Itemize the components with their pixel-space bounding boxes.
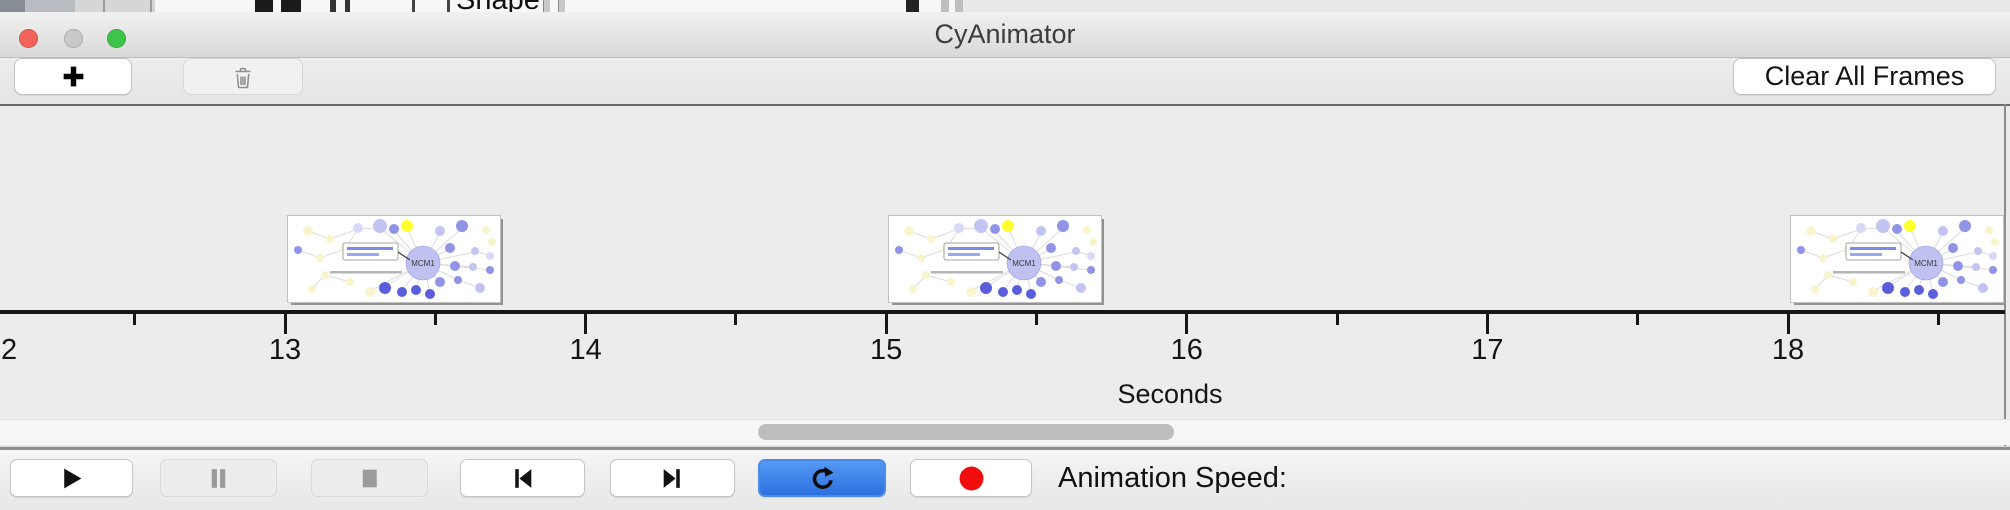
stop-button[interactable] [311,459,428,497]
frame-toolbar: Clear All Frames [0,58,2010,104]
hub-node [405,245,441,281]
background-toolbar-mark [558,0,565,12]
record-icon [958,465,985,492]
axis-minor-tick [1035,314,1038,325]
tooltip-box [342,242,399,261]
close-button[interactable] [19,29,38,48]
background-toolbar-mark [412,0,415,12]
background-toolbar-mark [330,0,336,12]
play-icon [58,465,85,492]
axis-minor-tick [1636,314,1640,325]
skip-to-start-button[interactable] [460,459,585,497]
hub-node [1908,245,1944,281]
axis-tick-label: 15 [870,334,903,366]
axis-minor-tick [433,314,437,325]
axis-major-tick [1185,314,1189,334]
stop-icon [356,465,383,492]
axis-major-tick [884,314,888,334]
axis-tick-label: 18 [1771,334,1805,366]
minimize-button[interactable] [64,29,83,48]
record-button[interactable] [910,459,1032,497]
hub-node-label: MCM1 [1012,259,1036,268]
axis-minor-tick [734,314,738,325]
axis-unit-label: Seconds [1117,379,1223,409]
skip-to-end-icon [659,465,686,492]
axis-minor-tick [1335,314,1339,325]
trash-icon [228,62,258,92]
network-thumbnail: MCM1 [1797,219,1999,299]
background-toolbar-mark [955,0,963,12]
tooltip-box [1845,242,1902,261]
background-window-edge [25,0,75,12]
window-title: CyAnimator [934,19,1076,49]
skip-to-end-button[interactable] [610,459,735,497]
axis-minor-tick [133,314,137,325]
timeline-scrollbar-thumb[interactable] [757,424,1174,440]
hub-node-label: MCM1 [411,259,435,268]
network-thumbnail: MCM1 [895,219,1098,299]
axis-major-tick [283,314,287,334]
pause-icon [205,465,232,492]
background-window-strip: Shape [0,0,2010,12]
background-toolbar-mark [255,0,273,12]
clear-all-frames-button[interactable]: Clear All Frames [1733,58,1996,95]
loop-button[interactable] [758,459,886,497]
axis-major-tick [584,314,588,334]
background-toolbar-mark [447,0,450,12]
tooltip-box [943,242,1000,261]
axis-minor-tick [1936,314,1940,325]
panel-right-edge [2004,104,2006,446]
network-thumbnail: MCM1 [294,219,496,299]
play-button[interactable] [10,459,133,497]
axis-tick-label: 13 [268,334,302,366]
titlebar: CyAnimator [0,12,2010,58]
frame-thumbnail[interactable]: MCM1 [1790,215,2004,303]
plus-icon [60,63,87,90]
background-window-edge [75,0,155,12]
axis-tick-label: 17 [1471,334,1504,366]
zoom-button[interactable] [107,29,126,48]
axis-tick-label: 14 [569,334,602,366]
loop-icon [809,465,836,492]
background-toolbar-mark [906,0,919,12]
background-toolbar-mark [345,0,350,12]
skip-to-start-icon [509,465,536,492]
background-shape-label: Shape [456,0,540,12]
animation-speed-label: Animation Speed: [1058,462,1287,494]
axis-major-tick [1485,314,1489,334]
axis-major-tick [1786,314,1790,334]
background-window-edge [0,0,25,12]
background-toolbar-mark [941,0,949,12]
background-window-divider [103,0,105,12]
hub-node-label: MCM1 [1914,259,1938,268]
time-axis-line [0,310,2005,314]
axis-tick-label: 16 [1170,334,1203,366]
playback-toolbar: Animation Speed: [0,450,2010,510]
background-toolbar-mark [543,0,550,12]
add-frame-button[interactable] [14,58,132,95]
hub-node [1006,245,1042,281]
axis-tick-label: 12 [0,334,18,366]
background-toolbar-mark [281,0,301,12]
frame-thumbnail[interactable]: MCM1 [287,215,501,303]
background-window-divider [150,0,152,12]
pause-button[interactable] [160,459,277,497]
frame-thumbnail[interactable]: MCM1 [888,215,1103,303]
separator [0,446,2010,450]
delete-frame-button[interactable] [183,58,303,95]
timeline-scrollbar-track[interactable] [0,419,2010,445]
